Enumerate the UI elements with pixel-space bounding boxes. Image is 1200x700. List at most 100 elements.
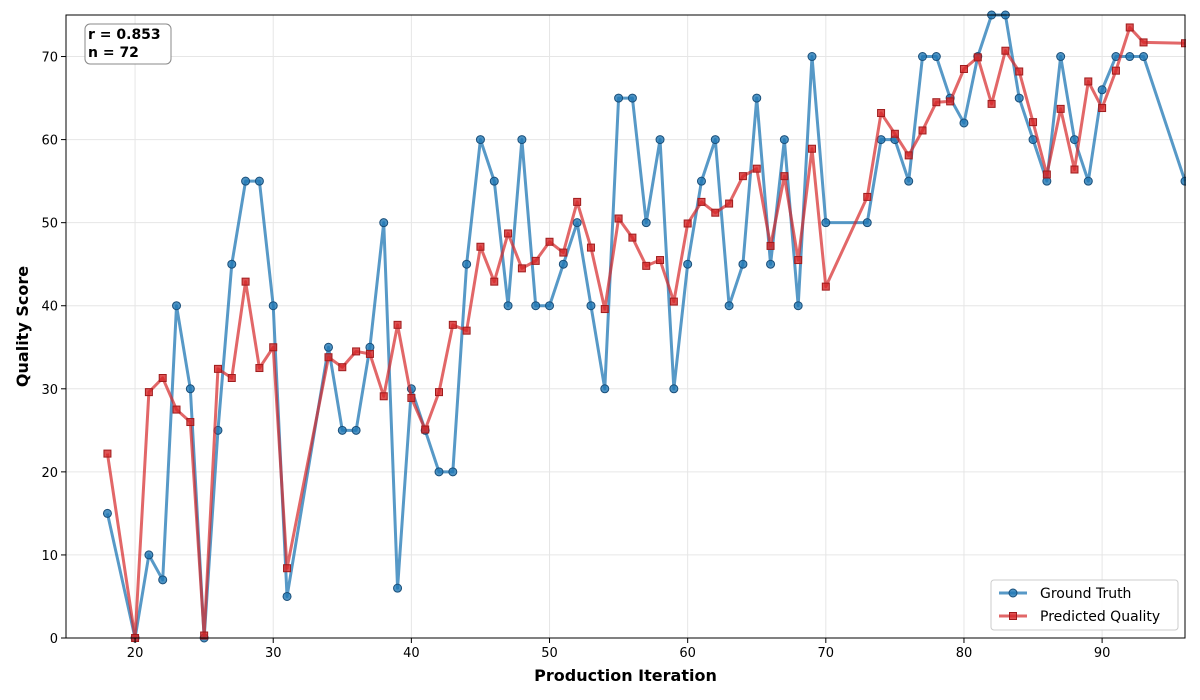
data-point	[435, 388, 443, 397]
legend-frame	[990, 579, 1179, 631]
data-point	[1139, 38, 1148, 47]
data-point	[200, 631, 209, 640]
y-tick-label: 30	[41, 383, 58, 398]
data-point	[254, 176, 264, 186]
series-0	[102, 10, 1186, 643]
data-point	[614, 214, 623, 223]
data-point	[490, 277, 499, 286]
data-point	[227, 374, 236, 383]
data-point	[407, 393, 416, 402]
data-point	[476, 242, 485, 251]
data-point	[918, 126, 927, 135]
data-point	[918, 52, 928, 62]
data-point	[545, 237, 554, 246]
series-line	[105, 13, 1186, 640]
data-point	[573, 197, 582, 206]
data-point	[766, 241, 775, 250]
data-point	[725, 199, 734, 208]
data-point	[283, 564, 292, 573]
data-point	[931, 52, 941, 62]
data-point	[323, 342, 333, 352]
data-point	[600, 305, 609, 314]
stats-annotation: r = 0.853 n = 72	[84, 23, 172, 65]
data-point	[628, 233, 637, 242]
data-point	[102, 508, 112, 518]
legend-label-predicted-quality: Predicted Quality	[1040, 609, 1160, 625]
data-point	[696, 176, 706, 186]
data-point	[503, 301, 513, 311]
data-point	[158, 374, 167, 383]
data-point	[697, 197, 706, 206]
data-point	[1056, 52, 1066, 62]
x-tick-label: 90	[1094, 646, 1111, 661]
data-point	[241, 277, 250, 286]
correlation-label: r = 0.853	[88, 27, 161, 43]
data-point	[904, 176, 914, 186]
data-point	[614, 93, 624, 103]
data-point	[144, 388, 153, 397]
data-point	[780, 172, 789, 181]
data-point	[863, 192, 872, 201]
data-point	[724, 301, 734, 311]
data-point	[462, 326, 471, 335]
data-point	[1083, 176, 1093, 186]
data-point	[987, 99, 996, 108]
x-tick-label: 40	[403, 646, 420, 661]
data-point	[808, 144, 816, 153]
data-point	[517, 264, 526, 273]
data-point	[669, 384, 679, 394]
x-tick-label: 50	[541, 646, 558, 661]
data-point	[1111, 66, 1120, 75]
data-point	[1070, 165, 1079, 174]
data-point	[559, 248, 568, 257]
data-point	[379, 218, 389, 228]
legend: Ground Truth Predicted Quality	[990, 579, 1179, 631]
data-point	[531, 256, 540, 265]
data-point	[959, 64, 968, 73]
data-point	[862, 218, 872, 228]
data-point	[1097, 85, 1107, 95]
data-point	[172, 301, 182, 311]
data-point	[1056, 104, 1065, 113]
y-tick-label: 10	[41, 549, 58, 564]
data-point	[794, 256, 803, 265]
series-1	[103, 23, 1186, 642]
data-point	[932, 98, 941, 107]
grid	[66, 15, 1185, 639]
sample-size-label: n = 72	[88, 45, 139, 61]
x-tick-label: 70	[818, 646, 835, 661]
data-point	[475, 135, 485, 145]
data-point	[434, 467, 444, 477]
data-point	[558, 259, 568, 269]
axis-ticks: 20 30 40 50 60 70 80 90 0 10 20 30 40 50 60 70	[41, 51, 1110, 661]
data-point	[282, 591, 292, 601]
y-tick-label: 50	[41, 217, 58, 232]
data-point	[1084, 77, 1093, 86]
data-point	[241, 176, 251, 186]
x-tick-label: 60	[679, 646, 696, 661]
data-point	[421, 425, 430, 434]
data-point	[185, 384, 195, 394]
data-point	[545, 301, 555, 311]
y-tick-label: 70	[41, 51, 58, 66]
data-point	[448, 320, 457, 329]
data-point	[462, 259, 472, 269]
y-axis-title: Quality Score	[13, 266, 32, 387]
data-point	[600, 384, 610, 394]
data-point	[531, 301, 541, 311]
data-point	[379, 392, 388, 401]
data-point	[1015, 67, 1024, 76]
data-point	[752, 93, 762, 103]
data-point	[448, 467, 458, 477]
data-point	[821, 282, 830, 291]
data-point	[946, 97, 955, 106]
data-point	[710, 135, 720, 145]
data-point	[641, 218, 651, 228]
data-point	[669, 297, 678, 306]
data-point	[393, 320, 402, 329]
data-point	[1125, 52, 1135, 62]
data-point	[504, 229, 513, 238]
data-point	[1001, 46, 1010, 55]
data-point	[351, 425, 361, 435]
